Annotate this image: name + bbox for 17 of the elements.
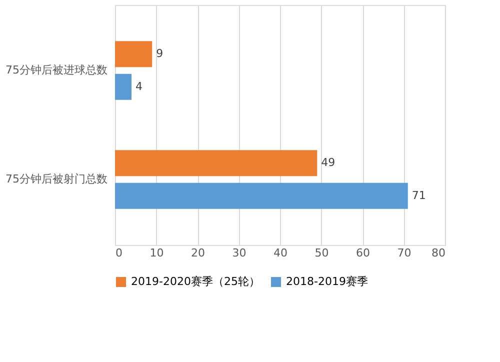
legend-label: 2018-2019赛季	[286, 275, 368, 288]
x-tick-label: 80	[432, 246, 446, 260]
x-tick-label: 70	[397, 246, 412, 260]
x-tick-label: 40	[274, 246, 288, 260]
x-tick-label: 30	[232, 246, 246, 260]
x-tick-label: 0	[116, 246, 122, 260]
data-label: 71	[412, 188, 426, 202]
y-tick-label: 75分钟后被进球总数	[6, 63, 108, 76]
x-tick-label: 50	[314, 246, 329, 260]
data-label: 9	[156, 47, 164, 60]
data-label: 49	[321, 156, 336, 170]
legend-label: 2019-2020赛季（25轮）	[131, 275, 260, 288]
y-tick-label: 75分钟后被射门总数	[6, 172, 108, 186]
x-tick-label: 20	[191, 246, 205, 260]
x-tick-label: 60	[356, 246, 370, 260]
data-label: 4	[136, 80, 142, 93]
x-tick-label: 10	[150, 246, 164, 260]
